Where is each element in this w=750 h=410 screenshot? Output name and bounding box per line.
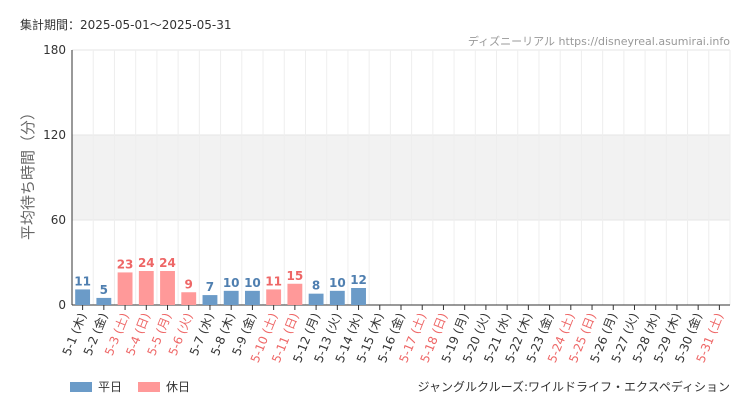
bar-value-label: 10 [329, 276, 346, 290]
legend-label-holiday: 休日 [166, 380, 191, 394]
bar [329, 290, 345, 305]
period-label: 集計期間：2025-05-01～2025-05-31 [20, 18, 232, 32]
bar-value-label: 7 [206, 280, 214, 294]
bar [287, 283, 303, 305]
bar [96, 297, 112, 305]
legend: 平日 休日 [70, 378, 206, 395]
y-tick-label: 180 [43, 43, 66, 57]
legend-label-weekday: 平日 [98, 380, 123, 394]
site-credit: ディズニーリアル https://disneyreal.asumirai.inf… [467, 35, 730, 48]
bar [351, 288, 366, 305]
legend-swatch-weekday [70, 381, 92, 392]
bar [266, 289, 282, 305]
y-tick-label: 60 [51, 213, 66, 227]
bar [202, 295, 218, 305]
bar-value-label: 10 [223, 276, 240, 290]
bar-value-label: 24 [159, 256, 176, 270]
bar [138, 271, 154, 305]
bar-value-label: 8 [312, 279, 320, 293]
bar [223, 290, 239, 305]
bar-value-label: 23 [117, 257, 134, 271]
bar-value-label: 24 [138, 256, 155, 270]
bar-value-label: 11 [74, 274, 91, 288]
attraction-name: ジャングルクルーズ:ワイルドライフ・エクスペディション [417, 380, 730, 394]
bar [117, 272, 133, 305]
bar [244, 290, 260, 305]
bar-value-label: 9 [185, 277, 193, 291]
grid-band [72, 135, 730, 220]
bar-value-label: 5 [100, 283, 108, 297]
bar-value-label: 11 [265, 274, 282, 288]
y-tick-label: 120 [43, 128, 66, 142]
y-tick-label: 0 [58, 298, 66, 312]
legend-swatch-holiday [138, 381, 161, 392]
legend-item-holiday: 休日 [138, 378, 190, 395]
bar-value-label: 12 [350, 273, 367, 287]
bar [160, 271, 175, 305]
legend-item-weekday: 平日 [70, 378, 122, 395]
bar-value-label: 15 [287, 269, 304, 283]
bar-value-label: 10 [244, 276, 261, 290]
bar [308, 293, 324, 305]
bar [75, 289, 91, 305]
bar [181, 292, 197, 305]
